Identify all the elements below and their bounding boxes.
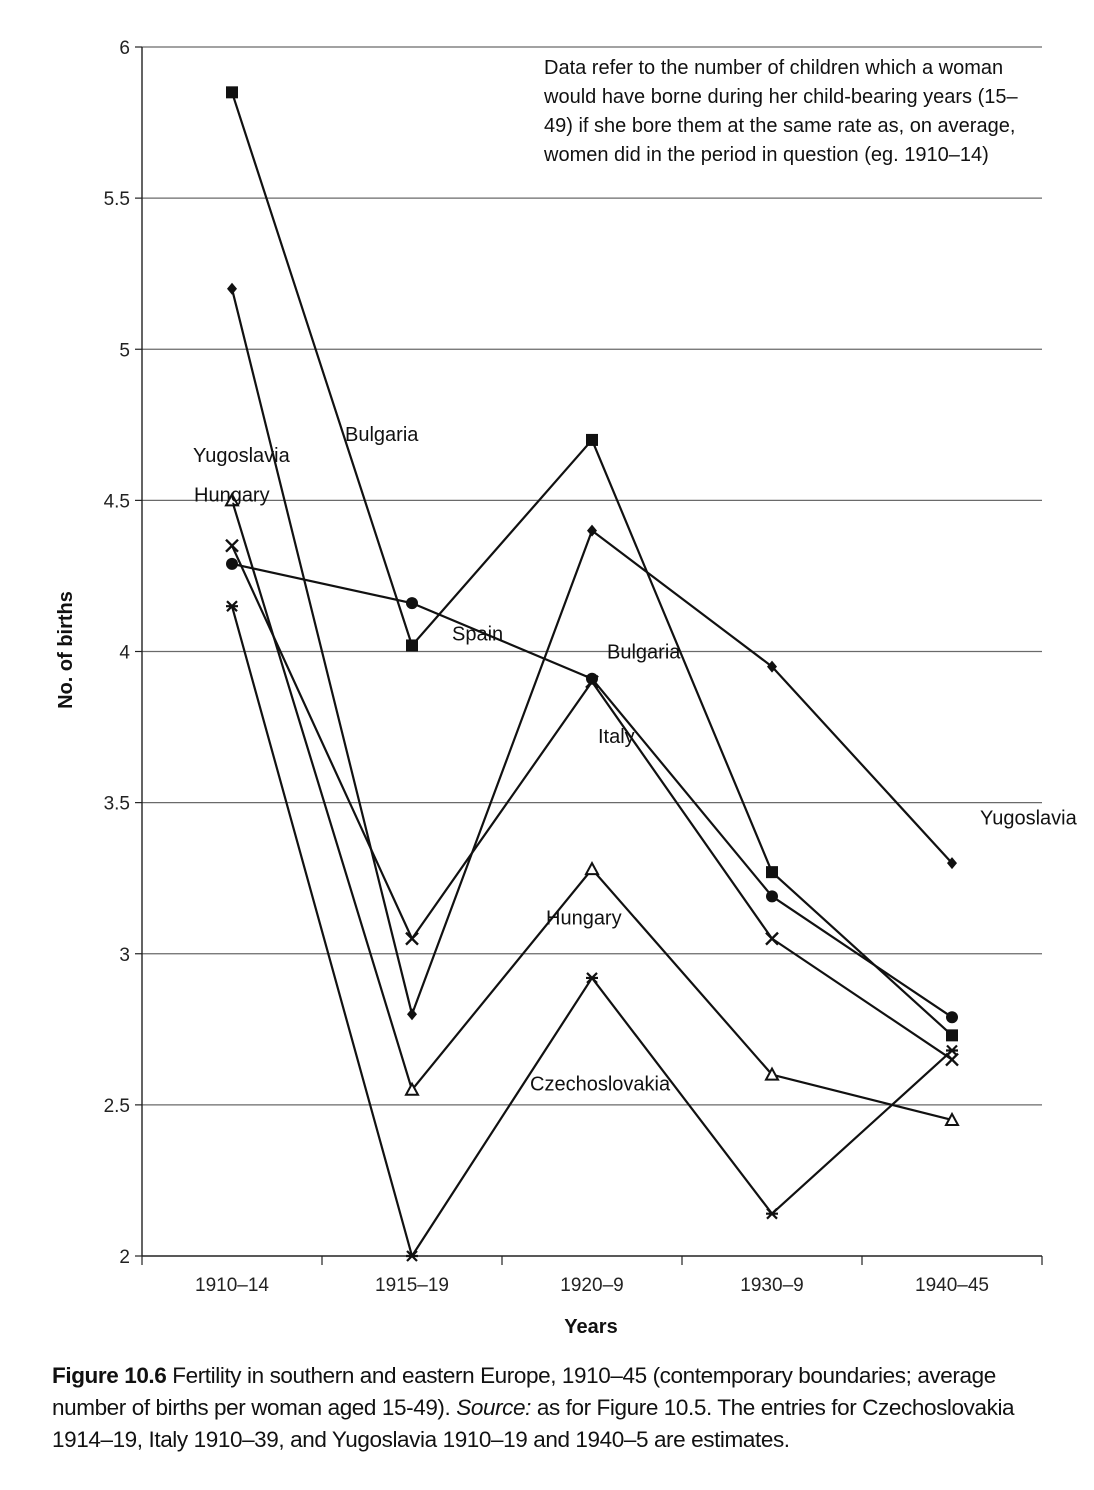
y-tick-label: 4: [119, 643, 130, 664]
annotation-label: Czechoslovakia: [530, 1074, 671, 1096]
data-point-hungary: [584, 861, 600, 876]
data-point-spain: [226, 557, 238, 570]
annotation-label: Yugoslavia: [980, 808, 1078, 830]
data-point-hungary: [224, 492, 240, 507]
data-point-yugoslavia: [227, 282, 237, 295]
data-point-hungary: [764, 1066, 780, 1081]
data-point-spain: [406, 597, 418, 610]
figure-label: Figure 10.6: [52, 1363, 167, 1388]
line-chart: 2 2.5 3 3.5 4 4.5 5 5.5 6 1910–14 1915–19 1920–9 193…: [55, 38, 1078, 1338]
data-point-italy: [765, 931, 779, 946]
x-tick-label: 1940–45: [915, 1275, 989, 1296]
data-point-italy: [405, 931, 419, 946]
data-point-czechoslovakia: [406, 1250, 418, 1262]
data-point-bulgaria: [946, 1029, 958, 1042]
series-line-spain: [231, 562, 953, 1019]
y-tick-label: 3.5: [104, 794, 130, 815]
y-tick-label: 2.5: [104, 1096, 130, 1117]
data-point-czechoslovakia: [226, 600, 238, 612]
data-point-hungary: [944, 1111, 960, 1126]
series-line-bulgaria: [230, 91, 953, 1037]
series-line-czechoslovakia: [230, 605, 953, 1258]
data-point-hungary: [404, 1081, 420, 1096]
annotations: Bulgaria Yugoslavia Hungary Spain Bulgaria It…: [193, 424, 1078, 1096]
data-point-bulgaria: [766, 866, 778, 879]
caption-source-text: as for Figure 10.5. The entries for Czec…: [52, 1395, 1015, 1452]
y-tick-label: 6: [119, 38, 130, 59]
annotation-label: Hungary: [546, 907, 622, 929]
annotation-label: Spain: [452, 623, 503, 645]
caption-source-label: Source:: [456, 1395, 531, 1420]
x-axis-title: Years: [564, 1316, 617, 1338]
data-point-spain: [766, 890, 778, 903]
gridlines: [142, 46, 1042, 1106]
x-tick-label: 1930–9: [740, 1275, 803, 1296]
x-tick-label: 1910–14: [195, 1275, 269, 1296]
series-group: [224, 86, 960, 1262]
y-tick-label: 3: [119, 945, 130, 966]
data-point-bulgaria: [226, 86, 238, 99]
axes: 2 2.5 3 3.5 4 4.5 5 5.5 6 1910–14 1915–19 1920–9 193…: [104, 38, 1043, 1296]
data-point-italy: [585, 674, 599, 689]
data-point-yugoslavia: [767, 660, 777, 673]
y-tick-label: 5.5: [104, 189, 130, 210]
annotation-label: Italy: [598, 726, 635, 748]
y-tick-label: 2: [119, 1247, 130, 1268]
y-tick-label: 4.5: [104, 491, 130, 512]
annotation-label: Bulgaria: [345, 424, 419, 446]
annotation-label: Bulgaria: [607, 642, 681, 664]
data-point-bulgaria: [406, 639, 418, 652]
data-point-yugoslavia: [947, 857, 957, 870]
data-point-czechoslovakia: [946, 1044, 958, 1057]
data-point-italy: [225, 538, 239, 553]
data-point-czechoslovakia: [766, 1207, 778, 1220]
y-tick-label: 5: [119, 340, 130, 361]
x-tick-label: 1920–9: [560, 1275, 623, 1296]
data-point-czechoslovakia: [586, 972, 598, 984]
figure-caption: Figure 10.6 Fertility in southern and ea…: [52, 1360, 1062, 1456]
annotation-label: Yugoslavia: [193, 445, 291, 467]
chart-note: Data refer to the number of children whi…: [544, 57, 1018, 166]
series-line-hungary: [230, 500, 953, 1122]
data-point-yugoslavia: [587, 524, 597, 537]
data-point-yugoslavia: [407, 1008, 417, 1021]
y-axis-title: No. of births: [55, 591, 77, 709]
data-point-spain: [586, 672, 598, 685]
x-tick-label: 1915–19: [375, 1275, 449, 1296]
annotation-label: Hungary: [194, 484, 270, 506]
data-point-spain: [946, 1011, 958, 1024]
data-point-bulgaria: [586, 433, 598, 446]
caption-text: Fertility in southern and eastern Europe…: [52, 1363, 996, 1420]
